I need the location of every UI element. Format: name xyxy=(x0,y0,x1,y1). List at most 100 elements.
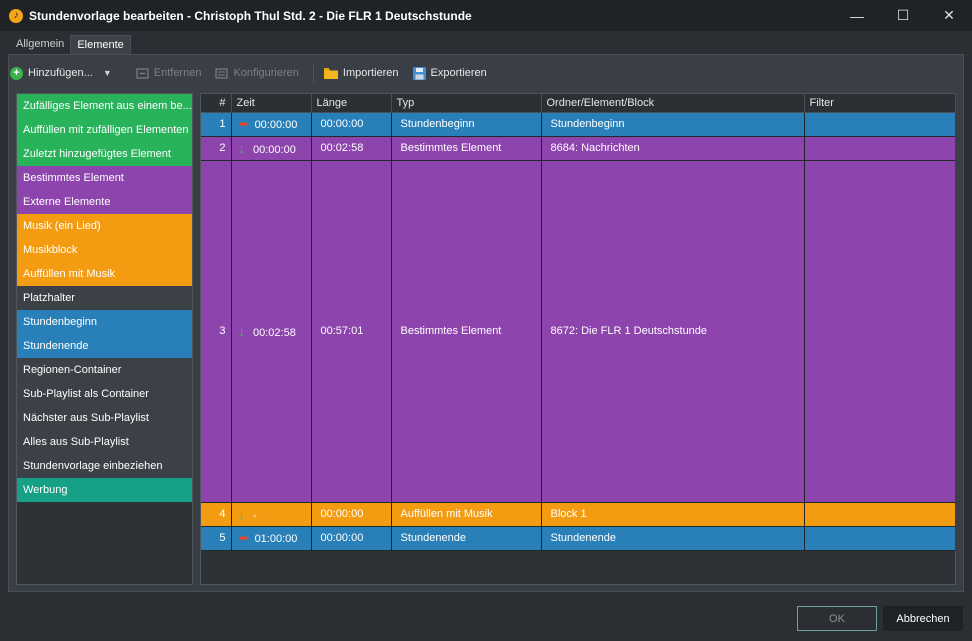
row-ordner: Stundenbeginn xyxy=(541,112,805,137)
template-table: # Zeit Länge Typ Ordner/Element/Block Fi… xyxy=(201,94,956,551)
list-item[interactable]: Auffüllen mit Musik xyxy=(17,262,192,286)
list-item[interactable]: Stundenbeginn xyxy=(17,310,192,334)
list-item[interactable]: Alles aus Sub-Playlist xyxy=(17,430,192,454)
row-filter xyxy=(804,112,956,137)
cancel-button[interactable]: Abbrechen xyxy=(883,606,963,631)
column-header-filter[interactable]: Filter xyxy=(804,94,956,113)
remove-label: Entfernen xyxy=(153,67,202,79)
row-ordner: 8684: Nachrichten xyxy=(541,136,805,161)
row-zeit-cell: ↓ - xyxy=(231,502,312,527)
row-zeit-cell: ➡ 00:00:00 xyxy=(231,112,312,137)
column-header-zeit[interactable]: Zeit xyxy=(231,94,312,113)
row-typ: Bestimmtes Element xyxy=(391,136,542,161)
table-row[interactable]: 3 ↓ 00:02:58 00:57:01 Bestimmtes Element 8672… xyxy=(201,160,956,503)
row-zeit: 01:00:00 xyxy=(254,533,298,545)
row-typ: Stundenbeginn xyxy=(391,112,542,137)
row-ordner: Stundenende xyxy=(541,526,805,551)
arrow-down-icon: ↓ xyxy=(238,323,246,339)
row-number: 4 xyxy=(201,502,232,527)
row-filter xyxy=(804,502,956,527)
row-typ: Bestimmtes Element xyxy=(391,160,542,503)
chevron-down-icon[interactable]: ▼ xyxy=(102,68,112,78)
table-row[interactable]: 4 ↓ -00:00:00 Auffüllen mit Musik Block 1 xyxy=(201,502,956,527)
configure-button[interactable]: Konfigurieren xyxy=(215,67,299,80)
row-ordner: 8672: Die FLR 1 Deutschstunde xyxy=(541,160,805,503)
template-table-panel: # Zeit Länge Typ Ordner/Element/Block Fi… xyxy=(200,93,956,585)
window-title: Stundenvorlage bearbeiten - Christoph Th… xyxy=(29,8,472,23)
table-row[interactable]: 5 ➡ 01:00:00 00:00:00 Stundenende Stundenende xyxy=(201,526,956,551)
row-zeit: 00:02:58 xyxy=(253,326,296,339)
row-laenge: 00:00:00 xyxy=(311,502,392,527)
list-item[interactable]: Externe Elemente xyxy=(17,190,192,214)
floppy-disk-icon xyxy=(412,66,426,80)
list-item[interactable]: Nächster aus Sub-Playlist xyxy=(17,406,192,430)
list-item[interactable]: Stundenende xyxy=(17,334,192,358)
tab-bar: Allgemein Elemente xyxy=(10,35,131,54)
row-zeit: 00:00:00 xyxy=(254,119,298,131)
add-label: Hinzufügen... xyxy=(28,67,93,79)
list-item[interactable]: Werbung xyxy=(17,478,192,502)
column-header-typ[interactable]: Typ xyxy=(391,94,542,113)
export-button[interactable]: Exportieren xyxy=(412,66,487,80)
list-item[interactable]: Platzhalter xyxy=(17,286,192,310)
toolbar-divider xyxy=(312,63,314,83)
row-zeit-cell: ➡ 01:00:00 xyxy=(231,526,312,551)
column-header-ordner[interactable]: Ordner/Element/Block xyxy=(541,94,805,113)
import-button[interactable]: Importieren xyxy=(323,67,399,79)
row-typ: Auffüllen mit Musik xyxy=(391,502,542,527)
element-type-list: Zufälliges Element aus einem be... Auffül… xyxy=(16,93,193,585)
row-filter xyxy=(804,160,956,503)
tab-allgemein[interactable]: Allgemein xyxy=(16,38,65,50)
remove-button[interactable]: Entfernen xyxy=(136,67,202,80)
close-button[interactable]: ✕ xyxy=(943,7,955,23)
export-label: Exportieren xyxy=(430,67,487,79)
app-logo-icon: ♪ xyxy=(9,8,23,23)
row-number: 2 xyxy=(201,136,232,161)
row-laenge: 00:57:01 xyxy=(311,160,392,503)
minimize-button[interactable]: — xyxy=(850,7,864,24)
ok-button[interactable]: OK xyxy=(797,606,877,631)
remove-icon xyxy=(136,67,149,80)
list-item[interactable]: Zufälliges Element aus einem be... xyxy=(17,94,192,118)
list-item[interactable]: Musik (ein Lied) xyxy=(17,214,192,238)
list-item[interactable]: Zuletzt hinzugefügtes Element xyxy=(17,142,192,166)
row-laenge: 00:00:00 xyxy=(311,526,392,551)
list-item[interactable]: Stundenvorlage einbeziehen xyxy=(17,454,192,478)
configure-icon xyxy=(215,67,229,80)
list-item[interactable]: Regionen-Container xyxy=(17,358,192,382)
row-number: 3 xyxy=(201,160,232,503)
row-laenge: 00:00:00 xyxy=(311,112,392,137)
table-row[interactable]: 2 ↓ 00:00:00 00:02:58 Bestimmtes Element 8684… xyxy=(201,136,956,161)
row-zeit: 00:00:00 xyxy=(253,143,296,156)
title-bar: ♪ Stundenvorlage bearbeiten - Christoph … xyxy=(0,0,972,31)
row-ordner: Block 1 xyxy=(541,502,805,527)
toolbar: + Hinzufügen... ▼ Entfernen Konfiguriere… xyxy=(10,61,501,85)
row-typ: Stundenende xyxy=(391,526,542,551)
import-label: Importieren xyxy=(342,67,399,79)
configure-label: Konfigurieren xyxy=(233,67,299,79)
row-filter xyxy=(804,526,956,551)
arrow-right-icon: ➡ xyxy=(238,531,249,545)
arrow-right-icon: ➡ xyxy=(238,117,249,131)
plus-icon: + xyxy=(10,66,23,80)
list-item[interactable]: Musikblock xyxy=(17,238,192,262)
row-filter xyxy=(804,136,956,161)
list-item[interactable]: Auffüllen mit zufälligen Elementen xyxy=(17,118,192,142)
column-header-laenge[interactable]: Länge xyxy=(311,94,392,113)
column-header-number[interactable]: # xyxy=(201,94,232,113)
row-zeit-cell: ↓ 00:02:58 xyxy=(231,160,312,503)
list-item[interactable]: Sub-Playlist als Container xyxy=(17,382,192,406)
row-number: 1 xyxy=(201,112,232,137)
window-controls: — ☐ ✕ xyxy=(834,0,972,31)
row-number: 5 xyxy=(201,526,232,551)
maximize-button[interactable]: ☐ xyxy=(896,7,910,23)
add-button[interactable]: + Hinzufügen... ▼ xyxy=(10,66,122,80)
arrow-down-icon: ↓ xyxy=(238,140,246,156)
list-item[interactable]: Bestimmtes Element xyxy=(17,166,192,190)
row-zeit: - xyxy=(253,509,257,522)
row-laenge: 00:02:58 xyxy=(311,136,392,161)
table-header-row: # Zeit Länge Typ Ordner/Element/Block Fi… xyxy=(201,94,956,113)
tab-elemente[interactable]: Elemente xyxy=(70,35,131,54)
arrow-down-icon: ↓ xyxy=(238,506,246,522)
table-row[interactable]: 1 ➡ 00:00:00 00:00:00 Stundenbeginn Stundenbe… xyxy=(201,112,956,137)
